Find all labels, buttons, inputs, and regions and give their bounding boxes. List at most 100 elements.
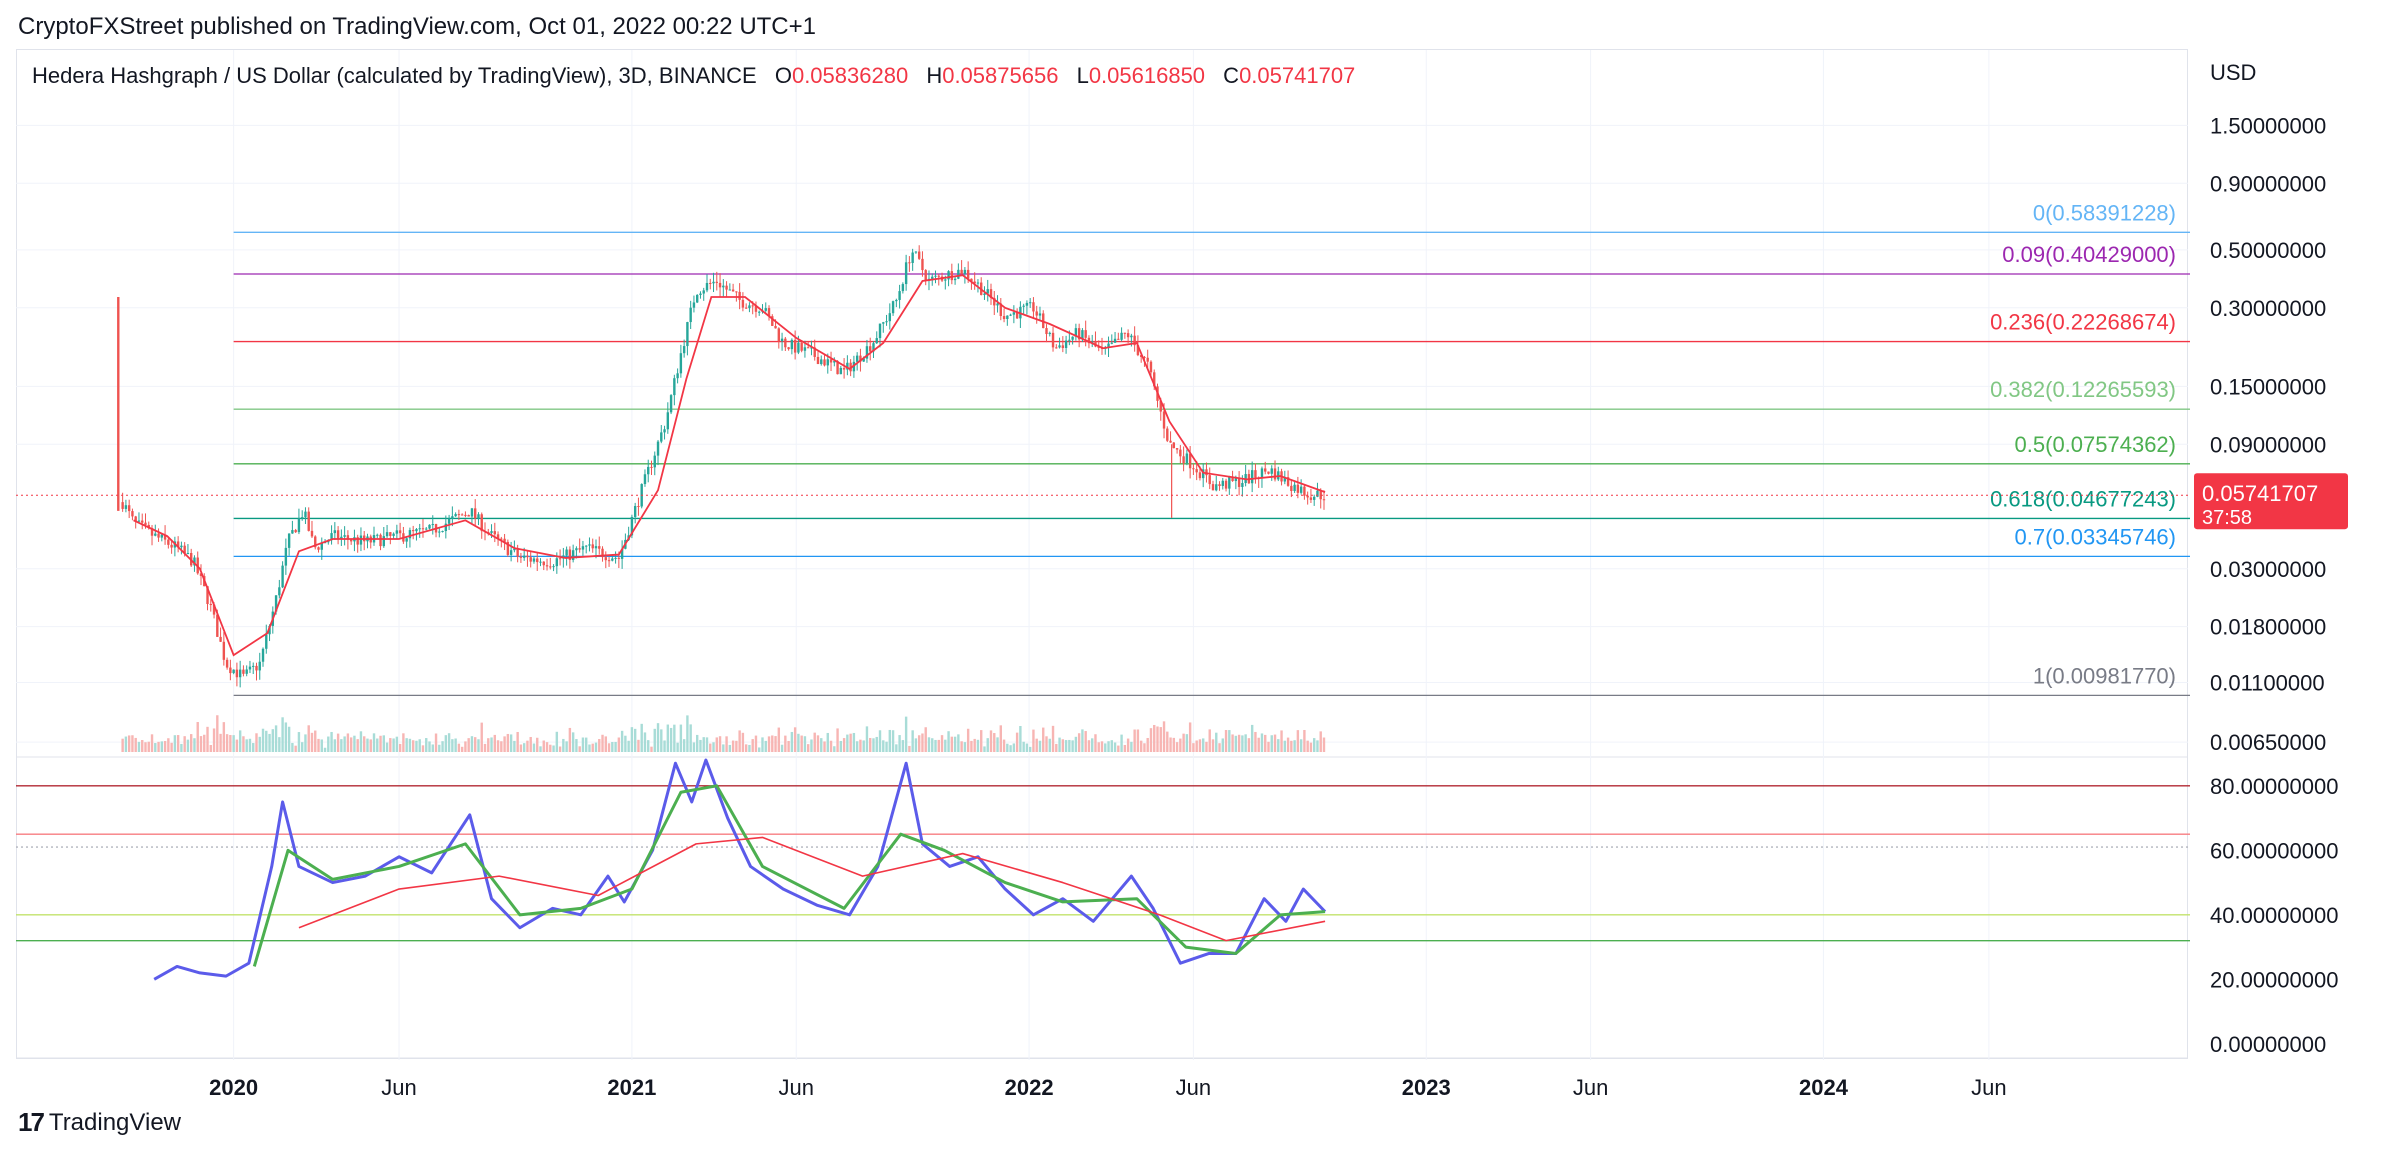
volume-bar [395, 736, 399, 752]
candle-body [1153, 372, 1156, 387]
candle-body [797, 342, 800, 353]
candle-body [258, 661, 261, 671]
candle-body [219, 636, 222, 642]
volume-bar [519, 744, 523, 752]
volume-bar [878, 730, 882, 752]
candle-body [1218, 484, 1221, 486]
volume-bar [888, 729, 892, 752]
candle-body [150, 528, 154, 536]
volume-bar [1149, 728, 1153, 752]
volume-bar [428, 741, 431, 752]
volume-bar [460, 746, 464, 752]
candle-body [395, 530, 399, 534]
candle-body [382, 536, 386, 547]
volume-bar [1038, 740, 1042, 752]
volume-bar [611, 742, 614, 752]
candle-body [206, 586, 209, 605]
candle-body [1264, 468, 1267, 472]
candle-body [653, 455, 656, 468]
candle-body [908, 262, 911, 264]
candle-body [774, 325, 777, 329]
volume-bar [562, 738, 565, 752]
candle-body [917, 251, 921, 259]
volume-bar [761, 737, 764, 752]
volume-bar [891, 730, 895, 752]
candle-body [411, 530, 415, 532]
candle-body [869, 346, 872, 352]
candle-body [163, 534, 167, 540]
volume-bar [1270, 735, 1273, 752]
candle-body [872, 343, 875, 352]
volume-bar [121, 738, 124, 752]
volume-bar [1006, 743, 1009, 752]
volume-bar [1084, 731, 1087, 752]
candle-body [1146, 357, 1149, 362]
volume-bars [121, 715, 1326, 752]
volume-bar [1237, 734, 1241, 752]
volume-bar [137, 741, 141, 752]
volume-bar [1185, 734, 1189, 752]
volume-bar [147, 741, 150, 752]
volume-bar [1107, 741, 1110, 752]
candle-body [500, 538, 503, 540]
volume-bar [816, 735, 820, 752]
volume-bar [836, 728, 839, 752]
candle-body [1038, 313, 1042, 316]
candle-body [274, 595, 278, 612]
candle-body [336, 530, 340, 540]
rsi-series-line [153, 758, 1327, 981]
candle-body [529, 557, 532, 562]
volume-bar [1192, 743, 1195, 752]
candle-body [526, 555, 529, 558]
volume-bar [141, 740, 144, 752]
candle-body [575, 548, 578, 551]
candle-body [1211, 484, 1215, 491]
candle-body [428, 524, 431, 529]
candle-body [1025, 302, 1029, 306]
volume-bar [222, 722, 226, 752]
tradingview-footer[interactable]: 17 TradingView [18, 1107, 181, 1138]
candle-body [891, 301, 895, 314]
volume-bar [676, 742, 679, 752]
candle-body [663, 429, 666, 433]
candle-body [506, 541, 510, 555]
volume-bar [1224, 730, 1228, 752]
volume-bar [405, 738, 408, 752]
volume-bar [418, 739, 421, 752]
volume-bar [1208, 729, 1211, 752]
volume-bar [944, 739, 947, 752]
candle-body [477, 514, 480, 519]
candle-body [839, 367, 843, 375]
volume-bar [633, 728, 637, 752]
currency-label: USD [2210, 60, 2256, 85]
candle-body [480, 514, 483, 532]
volume-bar [1244, 734, 1247, 752]
candle-body [931, 276, 934, 279]
volume-bar [411, 740, 415, 752]
volume-bar [666, 724, 670, 752]
candle-body [1009, 314, 1012, 316]
candle-body [656, 441, 660, 456]
volume-bar [640, 723, 643, 752]
volume-bar [1061, 739, 1065, 752]
candle-body [1006, 315, 1009, 320]
volume-bar [1146, 737, 1149, 752]
candle-body [914, 251, 918, 253]
volume-bar [320, 739, 323, 752]
volume-bar [127, 735, 131, 752]
candle-body [578, 548, 581, 550]
candle-body [186, 552, 190, 554]
candle-body [911, 252, 914, 263]
volume-bar [849, 733, 852, 752]
candle-body [650, 466, 653, 468]
candle-body [950, 271, 954, 281]
volume-bar [1009, 745, 1012, 752]
volume-bar [656, 723, 660, 752]
volume-bar [336, 733, 340, 752]
candle-body [287, 533, 291, 548]
candle-body [1293, 484, 1296, 492]
volume-bar [1035, 738, 1038, 752]
volume-bar [1228, 730, 1231, 752]
volume-bar [793, 727, 797, 752]
